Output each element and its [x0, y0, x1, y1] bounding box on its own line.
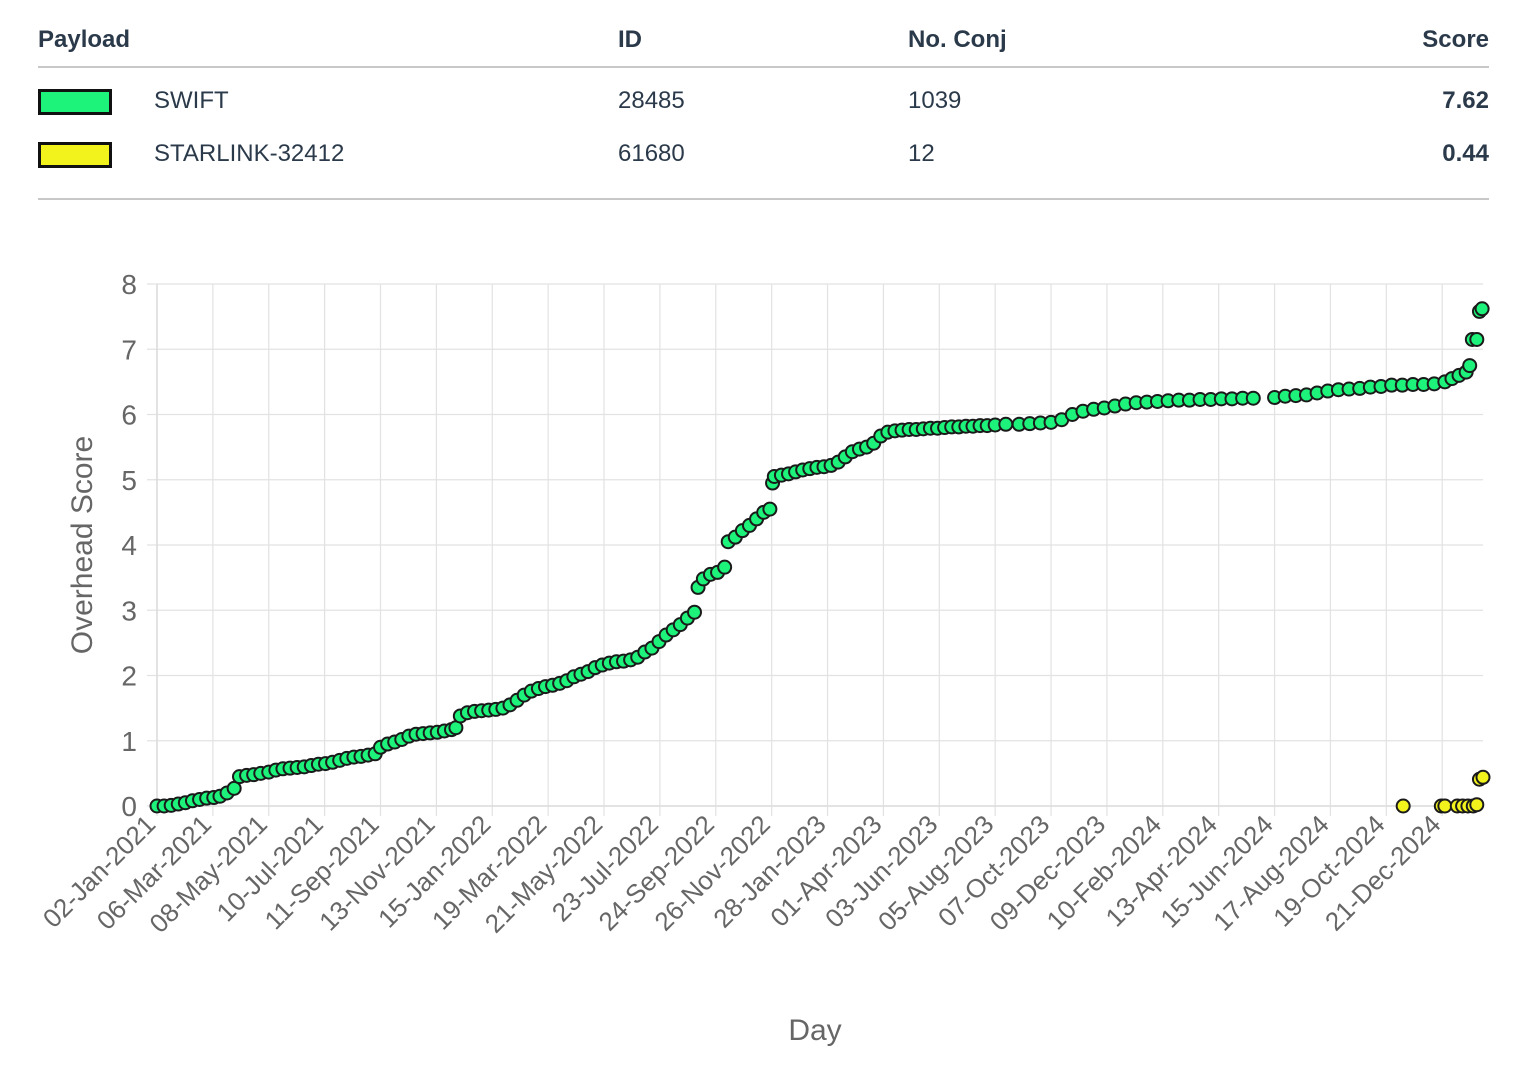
row-conj: 12: [908, 140, 935, 167]
y-tick-label: 3: [121, 595, 137, 626]
data-point: [1469, 331, 1485, 347]
series-color-swatch: [38, 88, 112, 115]
y-tick-label: 2: [121, 661, 137, 692]
row-payload: SWIFT: [154, 87, 229, 114]
row-swatch-cell: [38, 134, 154, 174]
table-bottom-rule: [38, 198, 1489, 200]
table-row[interactable]: SWIFT 28485 1039 7.62: [38, 67, 1489, 134]
y-tick-label: 5: [121, 465, 137, 496]
data-point: [1475, 769, 1491, 785]
data-point: [1462, 358, 1478, 374]
data-point: [1469, 797, 1485, 813]
y-tick-label: 7: [121, 334, 137, 365]
header-payload-name: [154, 14, 618, 68]
data-point: [998, 416, 1014, 432]
row-id: 28485: [618, 87, 685, 114]
table-row[interactable]: STARLINK-32412 61680 12 0.44: [38, 134, 1489, 174]
y-tick-label: 0: [121, 791, 137, 822]
y-axis-title: Overhead Score: [66, 436, 99, 654]
row-conj: 1039: [908, 87, 962, 114]
row-swatch-cell: [38, 67, 154, 134]
y-tick-label: 8: [121, 269, 137, 300]
x-axis-title: Day: [788, 1014, 841, 1047]
y-tick-label: 4: [121, 530, 137, 561]
header-score: Score: [1208, 14, 1489, 68]
header-payload: Payload: [38, 14, 154, 68]
data-point: [1395, 798, 1411, 814]
row-payload: STARLINK-32412: [154, 140, 345, 167]
data-point: [1437, 798, 1453, 814]
data-point: [1245, 390, 1261, 406]
series-color-swatch: [38, 141, 112, 168]
data-point: [717, 559, 733, 575]
y-tick-label: 1: [121, 726, 137, 757]
scatter-chart: 01234567802-Jan-202106-Mar-202108-May-20…: [37, 269, 1491, 1047]
payload-table: Payload ID No. Conj Score SWIFT 28485 10…: [38, 14, 1489, 174]
data-point: [762, 501, 778, 517]
y-tick-label: 6: [121, 400, 137, 431]
header-id: ID: [618, 14, 908, 68]
data-point: [686, 604, 702, 620]
row-id: 61680: [618, 140, 685, 167]
row-score: 7.62: [1442, 87, 1489, 114]
table-header-row: Payload ID No. Conj Score: [38, 14, 1489, 68]
header-conj: No. Conj: [908, 14, 1208, 68]
data-point: [1474, 301, 1490, 317]
row-score: 0.44: [1442, 140, 1489, 167]
